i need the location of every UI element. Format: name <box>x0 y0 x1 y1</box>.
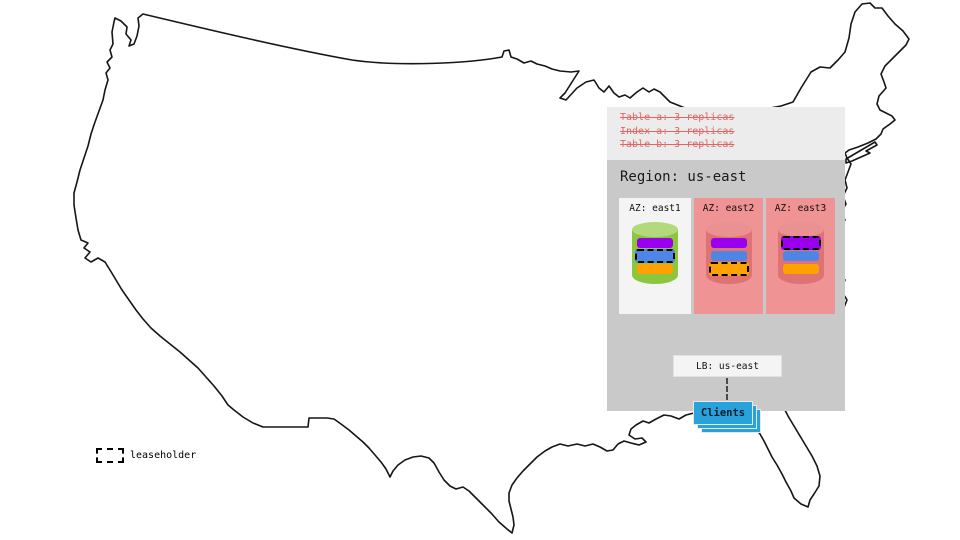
db-node-cylinder <box>777 222 824 284</box>
clients-stack: Clients <box>693 401 761 433</box>
cylinder-top <box>632 222 678 237</box>
az-label: AZ: east1 <box>629 203 681 214</box>
az-box-east3: AZ: east3 <box>766 198 835 314</box>
schema-note-table-a: Table a: 3 replicas <box>620 112 735 123</box>
replica-bar <box>635 249 675 263</box>
long-island-outline <box>845 141 878 164</box>
replica-bar <box>710 238 747 248</box>
legend-label: leaseholder <box>130 450 197 461</box>
az-label: AZ: east2 <box>702 203 755 214</box>
us-outline-path <box>73 2 910 534</box>
replica-bar <box>637 238 673 248</box>
replica-bars <box>778 236 824 274</box>
lb-clients-connector <box>726 378 728 400</box>
replica-bar <box>782 251 819 261</box>
leaseholder-swatch-icon <box>96 448 124 463</box>
db-node-cylinder <box>632 222 678 284</box>
cylinder-top <box>705 222 752 237</box>
cylinder-top <box>777 222 824 237</box>
replica-bar <box>637 264 673 274</box>
replica-bars <box>632 238 678 274</box>
replica-bar <box>780 236 821 250</box>
region-panel: Table a: 3 replicas Index a: 3 replicas … <box>607 107 845 433</box>
schema-note-table-b: Table b: 3 replicas <box>620 139 735 150</box>
replica-bar <box>782 264 819 274</box>
az-box-east2: AZ: east2 <box>694 198 763 314</box>
legend-leaseholder: leaseholder <box>96 448 196 463</box>
region-title: Region: us-east <box>620 169 747 185</box>
replica-bar <box>710 251 747 261</box>
db-node-cylinder <box>705 222 752 284</box>
az-label: AZ: east3 <box>774 203 827 214</box>
schema-notes: Table a: 3 replicas Index a: 3 replicas … <box>607 107 845 160</box>
clients-box: Clients <box>693 401 753 425</box>
replica-bars <box>706 238 752 276</box>
schema-note-index-a: Index a: 3 replicas <box>620 125 735 137</box>
load-balancer-box: LB: us-east <box>673 355 782 377</box>
region-box: Region: us-east AZ: east1 AZ: east2 <box>607 160 845 433</box>
replica-bar <box>708 262 749 276</box>
az-box-east1: AZ: east1 <box>619 198 691 314</box>
